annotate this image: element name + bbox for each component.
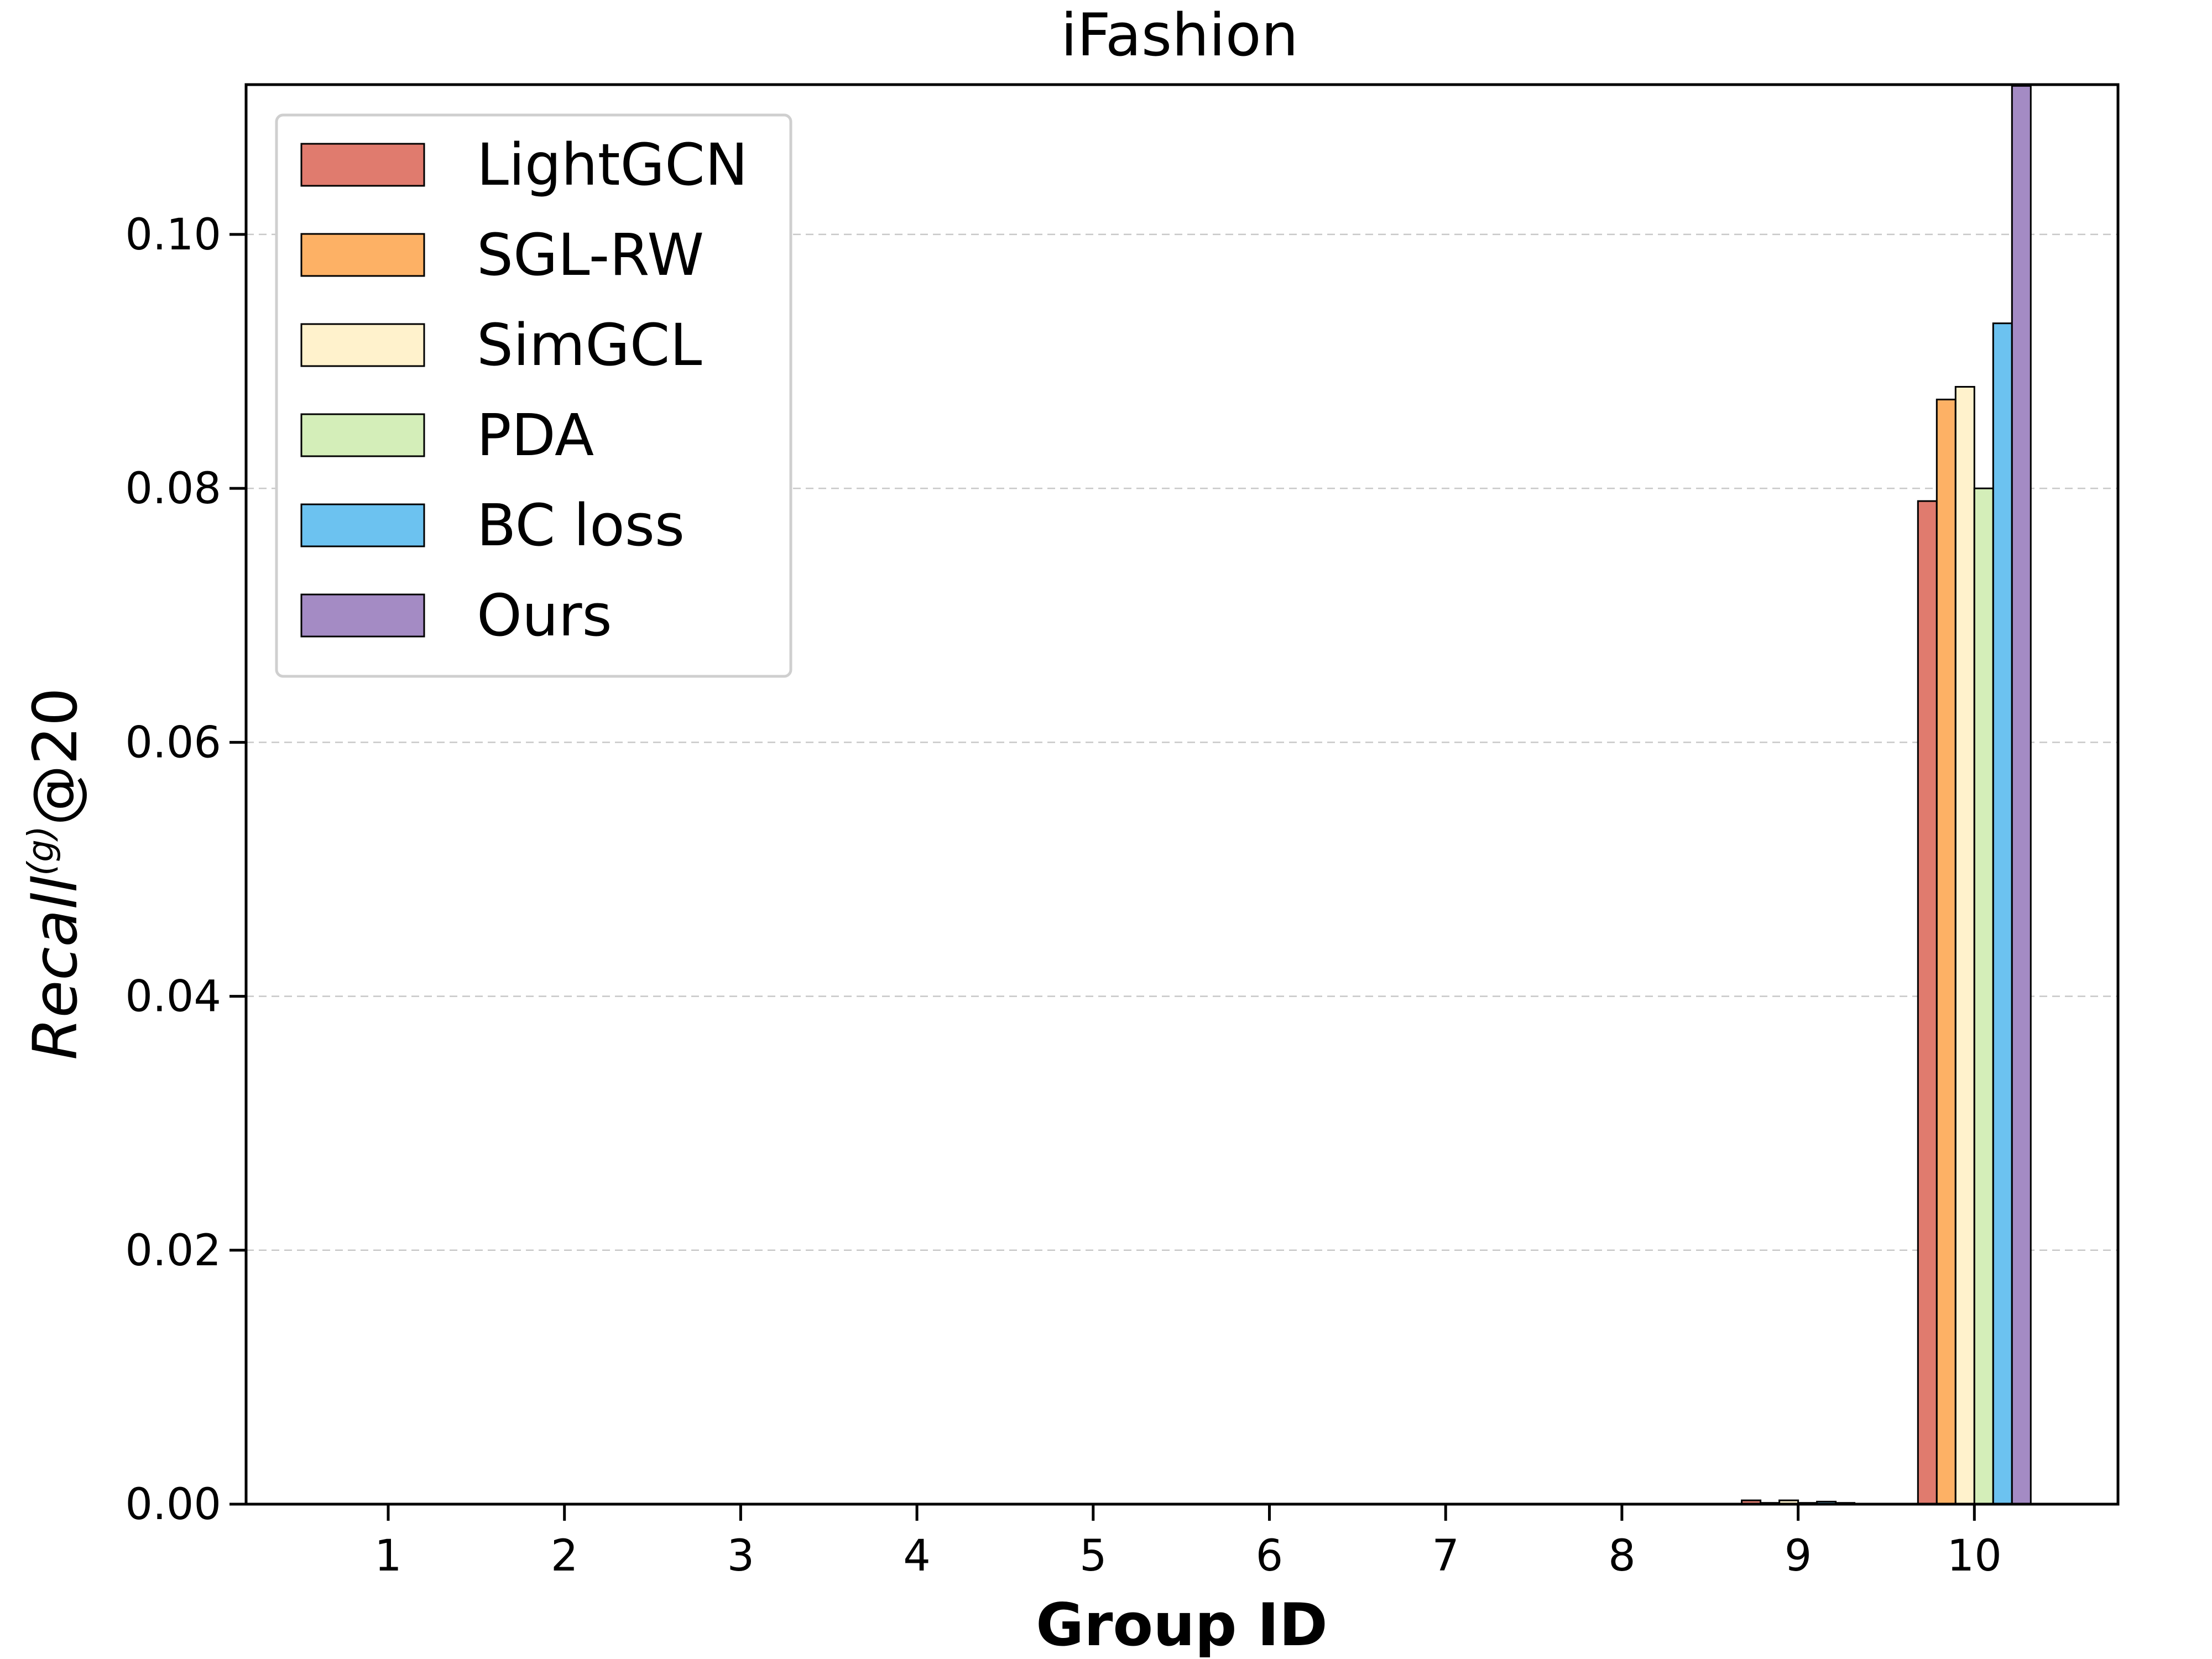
x-tick-label: 10 [1947,1531,2002,1581]
y-axis-label-superscript: (g) [21,826,62,876]
legend-label-bc-loss: BC loss [477,492,685,559]
bars [1741,85,2032,1505]
x-tick-label: 7 [1432,1531,1459,1581]
legend-label-ours: Ours [477,582,612,649]
x-tick-label: 6 [1256,1531,1284,1581]
bar-bc-loss-group-10 [1992,322,2013,1505]
x-tick-label: 4 [903,1531,931,1581]
chart-title: iFashion [1061,1,1298,69]
plot-frame [244,83,2120,1506]
y-axis-label: Recall(g)@20 [20,687,91,1060]
bar-lightgcn-group-10 [1917,500,1938,1505]
legend-swatch-pda [300,413,425,457]
legend-label-pda: PDA [477,401,594,469]
legend-label-lightgcn: LightGCN [477,131,748,199]
y-tick-label: 0.08 [125,464,221,514]
legend-swatch-bc-loss [300,503,425,547]
bar-pda-group-10 [1973,487,1994,1505]
x-tick-label: 3 [727,1531,755,1581]
legend-swatch-sgl-rw [300,233,425,277]
x-tick-label: 1 [374,1531,402,1581]
bar-simgcl-group-10 [1954,385,1975,1505]
legend-label-simgcl: SimGCL [477,311,702,379]
legend-swatch-lightgcn [300,143,425,187]
y-tick-label: 0.00 [125,1480,221,1530]
y-axis-label-suffix: @20 [20,687,91,826]
x-tick-label: 8 [1608,1531,1636,1581]
legend-swatch-simgcl [300,323,425,367]
y-axis-ticks: 0.00 0.02 0.04 0.06 0.08 0.10 [125,210,246,1530]
legend-label-sgl-rw: SGL-RW [477,221,704,289]
x-tick-label: 9 [1785,1531,1812,1581]
y-tick-label: 0.02 [125,1226,221,1276]
x-axis-label: Group ID [1036,1591,1328,1659]
bar-ours-group-10 [2011,85,2032,1505]
y-axis-label-main: Recall [20,875,91,1060]
bar-sgl-rw-group-10 [1936,398,1957,1505]
y-tick-label: 0.04 [125,972,221,1022]
y-tick-label: 0.06 [125,718,221,768]
legend: LightGCN SGL-RW SimGCL PDA BC loss Ours [275,113,792,678]
x-axis-ticks: 1 2 3 4 5 6 7 8 9 10 [374,1504,2002,1581]
legend-swatch-ours [300,593,425,638]
x-tick-label: 5 [1079,1531,1107,1581]
y-tick-label: 0.10 [125,210,221,260]
x-tick-label: 2 [551,1531,578,1581]
